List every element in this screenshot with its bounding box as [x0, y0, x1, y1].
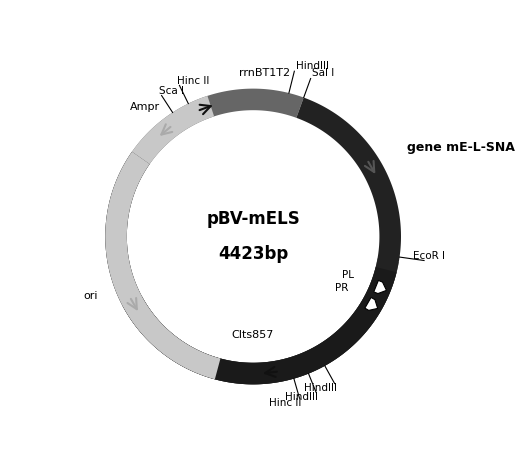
Text: gene mE-L-SNA: gene mE-L-SNA [407, 141, 515, 154]
Text: Sca I: Sca I [159, 86, 184, 96]
Text: Sal I: Sal I [313, 68, 335, 78]
Text: Hinc II: Hinc II [269, 398, 301, 408]
Text: pBV-mELS: pBV-mELS [206, 210, 300, 228]
Text: Ampr: Ampr [130, 102, 160, 112]
Text: HindIII: HindIII [304, 383, 338, 393]
Text: HindIII: HindIII [285, 392, 318, 402]
Polygon shape [105, 97, 401, 384]
Polygon shape [132, 96, 214, 164]
Text: HindIII: HindIII [296, 61, 329, 71]
Text: rrnBT1T2: rrnBT1T2 [239, 68, 290, 78]
Polygon shape [105, 152, 221, 379]
Text: Hinc II: Hinc II [177, 76, 209, 86]
Polygon shape [374, 280, 387, 293]
Polygon shape [105, 89, 399, 384]
Text: EcoR I: EcoR I [413, 251, 445, 261]
Text: ori: ori [83, 291, 98, 301]
Text: PR: PR [335, 283, 348, 293]
Polygon shape [123, 267, 397, 384]
Text: PL: PL [342, 270, 354, 280]
Text: CIts857: CIts857 [232, 330, 274, 340]
Text: 4423bp: 4423bp [218, 245, 288, 263]
Polygon shape [365, 298, 378, 310]
